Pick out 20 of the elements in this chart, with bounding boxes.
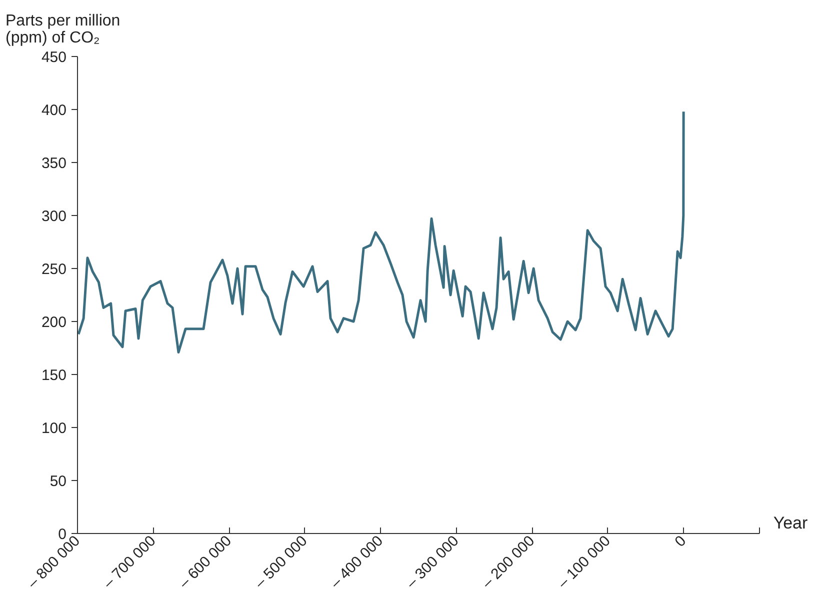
x-tick-label: – 100 000 [554,532,614,592]
y-tick-label: 250 [41,261,67,278]
y-tick-label: 300 [41,208,67,225]
y-tick-label: 50 [50,473,67,490]
y-tick-label: 150 [41,367,67,384]
line-series [78,110,685,354]
y-tick-label: 350 [41,155,67,172]
y-axis-title: Parts per million (ppm) of CO₂ [6,12,120,46]
x-tick-label: – 600 000 [176,532,236,592]
x-tick-label: – 700 000 [100,532,160,592]
x-tick-label: – 500 000 [252,532,311,592]
x-tick-label: – 200 000 [478,532,538,592]
x-tick-label: 0 [672,532,690,550]
y-tick-label: 200 [41,314,67,331]
x-tick-label: – 400 000 [327,532,387,592]
x-axis-title: Year [773,514,808,532]
x-tick-label: – 300 000 [403,532,462,592]
y-tick-label: 100 [41,420,67,437]
y-tick-label: 450 [41,49,67,66]
y-tick-label: 400 [41,102,67,119]
